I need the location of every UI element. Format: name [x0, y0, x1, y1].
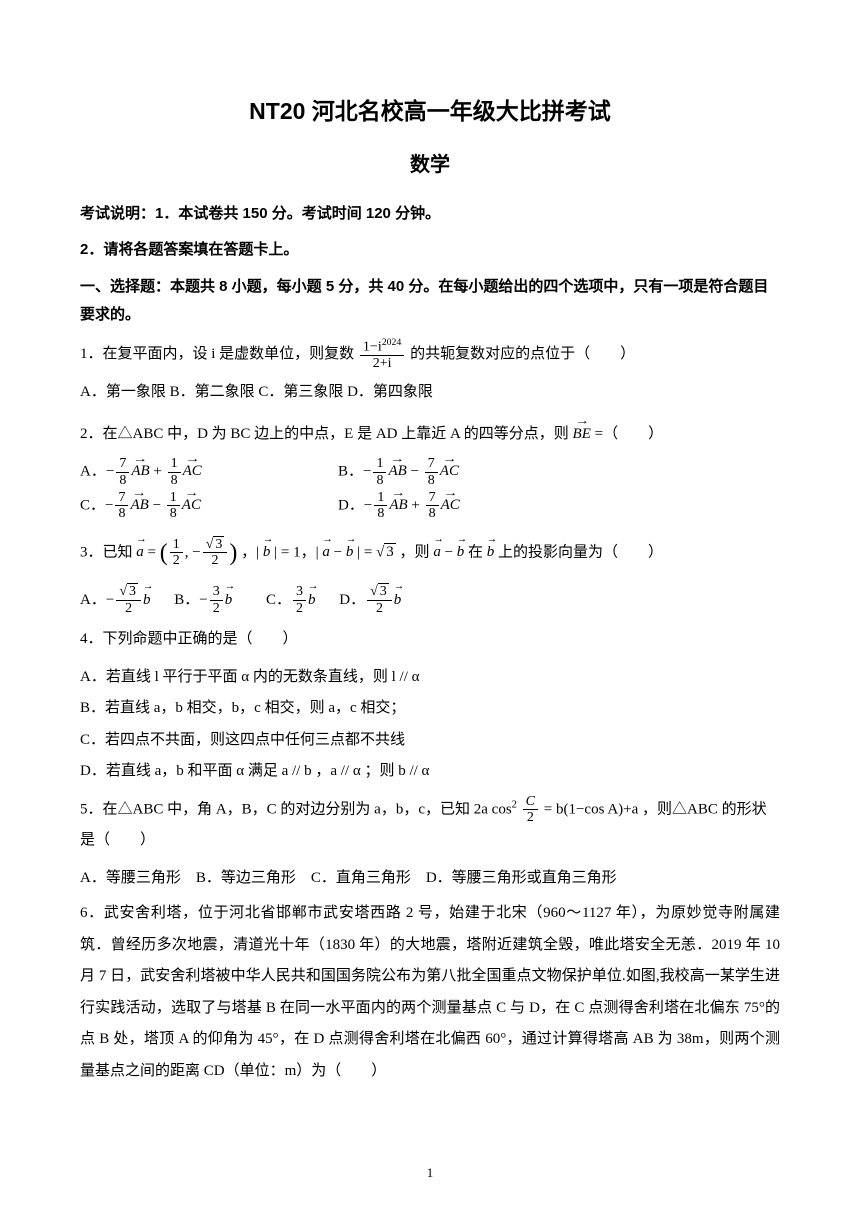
q5-stem-pre: 5．在△ABC 中，角 A，B，C 的对边分别为 a，b，c，已知 2a cos [80, 801, 512, 817]
q2-stem: 2．在△ABC 中，D 为 BC 边上的中点，E 是 AD 上靠近 A 的四等分… [80, 426, 573, 442]
q2-vec-be: BE [573, 419, 591, 451]
exam-title-main: NT20 河北名校高一年级大比拼考试 [80, 90, 780, 134]
q3-opt-c: C．32b [266, 592, 319, 608]
q1-frac-den: 2+i [360, 356, 404, 371]
question-6: 6．武安舍利塔，位于河北省邯郸市武安塔西路 2 号，始建于北宋（960～1127… [80, 898, 780, 1087]
q3-opt-a: A．−√32b [80, 592, 154, 608]
q1-stem-pre: 1．在复平面内，设 i 是虚数单位，则复数 [80, 346, 358, 362]
q3-eq: = [148, 544, 160, 560]
section-1-header: 一、选择题：本题共 8 小题，每小题 5 分，共 40 分。在每小题给出的四个选… [80, 273, 780, 330]
q3-stem-pre: 3．已知 [80, 544, 136, 560]
question-3: 3．已知 a = (12, −√32) ，| b | = 1，| a − b |… [80, 528, 780, 578]
q2-options: A．−78AB + 18AC B．−18AB − 78AC C．−78AB − … [80, 456, 780, 522]
q1-stem-post: 的共轭复数对应的点位于（ ） [410, 346, 635, 362]
exam-instruction-2: 2．请将各题答案填在答题卡上。 [80, 236, 780, 265]
question-5: 5．在△ABC 中，角 A，B，C 的对边分别为 a，b，c，已知 2a cos… [80, 794, 780, 857]
q3-options: A．−√32b B．−32b C．32b D．√32b [80, 584, 780, 616]
exam-instruction-1: 考试说明：1．本试卷共 150 分。考试时间 120 分钟。 [80, 200, 780, 229]
q4-opt-d: D．若直线 a，b 和平面 α 满足 a // b ，a // α ；则 b /… [80, 756, 780, 788]
q5-sup: 2 [512, 799, 517, 810]
q4-opt-a: A．若直线 l 平行于平面 α 内的无数条直线，则 l // α [80, 662, 780, 694]
page-number: 1 [0, 1161, 860, 1186]
q1-options: A．第一象限 B．第二象限 C．第三象限 D．第四象限 [80, 377, 780, 409]
q3-vec-a: a [136, 537, 144, 569]
q4-opt-c: C．若四点不共面，则这四点中任何三点都不共线 [80, 725, 780, 757]
q5-options: A．等腰三角形 B．等边三角形 C．直角三角形 D．等腰三角形或直角三角形 [80, 863, 780, 895]
q2-stem-post: =（ ） [595, 426, 663, 442]
exam-title-sub: 数学 [80, 146, 780, 184]
q2-opt-c: C．−78AB − 18AC [80, 490, 290, 522]
q4-options: A．若直线 l 平行于平面 α 内的无数条直线，则 l // α B．若直线 a… [80, 662, 780, 788]
q5-frac: C2 [523, 794, 538, 826]
question-2: 2．在△ABC 中，D 为 BC 边上的中点，E 是 AD 上靠近 A 的四等分… [80, 419, 780, 451]
q3-opt-d: D．√32b [339, 592, 401, 608]
q3-opt-b: B．−32b [174, 592, 236, 608]
q4-opt-b: B．若直线 a，b 相交，b，c 相交，则 a，c 相交； [80, 693, 780, 725]
q1-frac-num: 1−i [363, 339, 382, 354]
question-1: 1．在复平面内，设 i 是虚数单位，则复数 1−i2024 2+i 的共轭复数对… [80, 338, 780, 371]
q2-opt-d: D．−18AB + 78AC [338, 490, 460, 522]
q1-fraction: 1−i2024 2+i [360, 338, 404, 371]
q1-frac-sup: 2024 [382, 337, 402, 348]
question-4: 4．下列命题中正确的是（ ） [80, 624, 780, 656]
